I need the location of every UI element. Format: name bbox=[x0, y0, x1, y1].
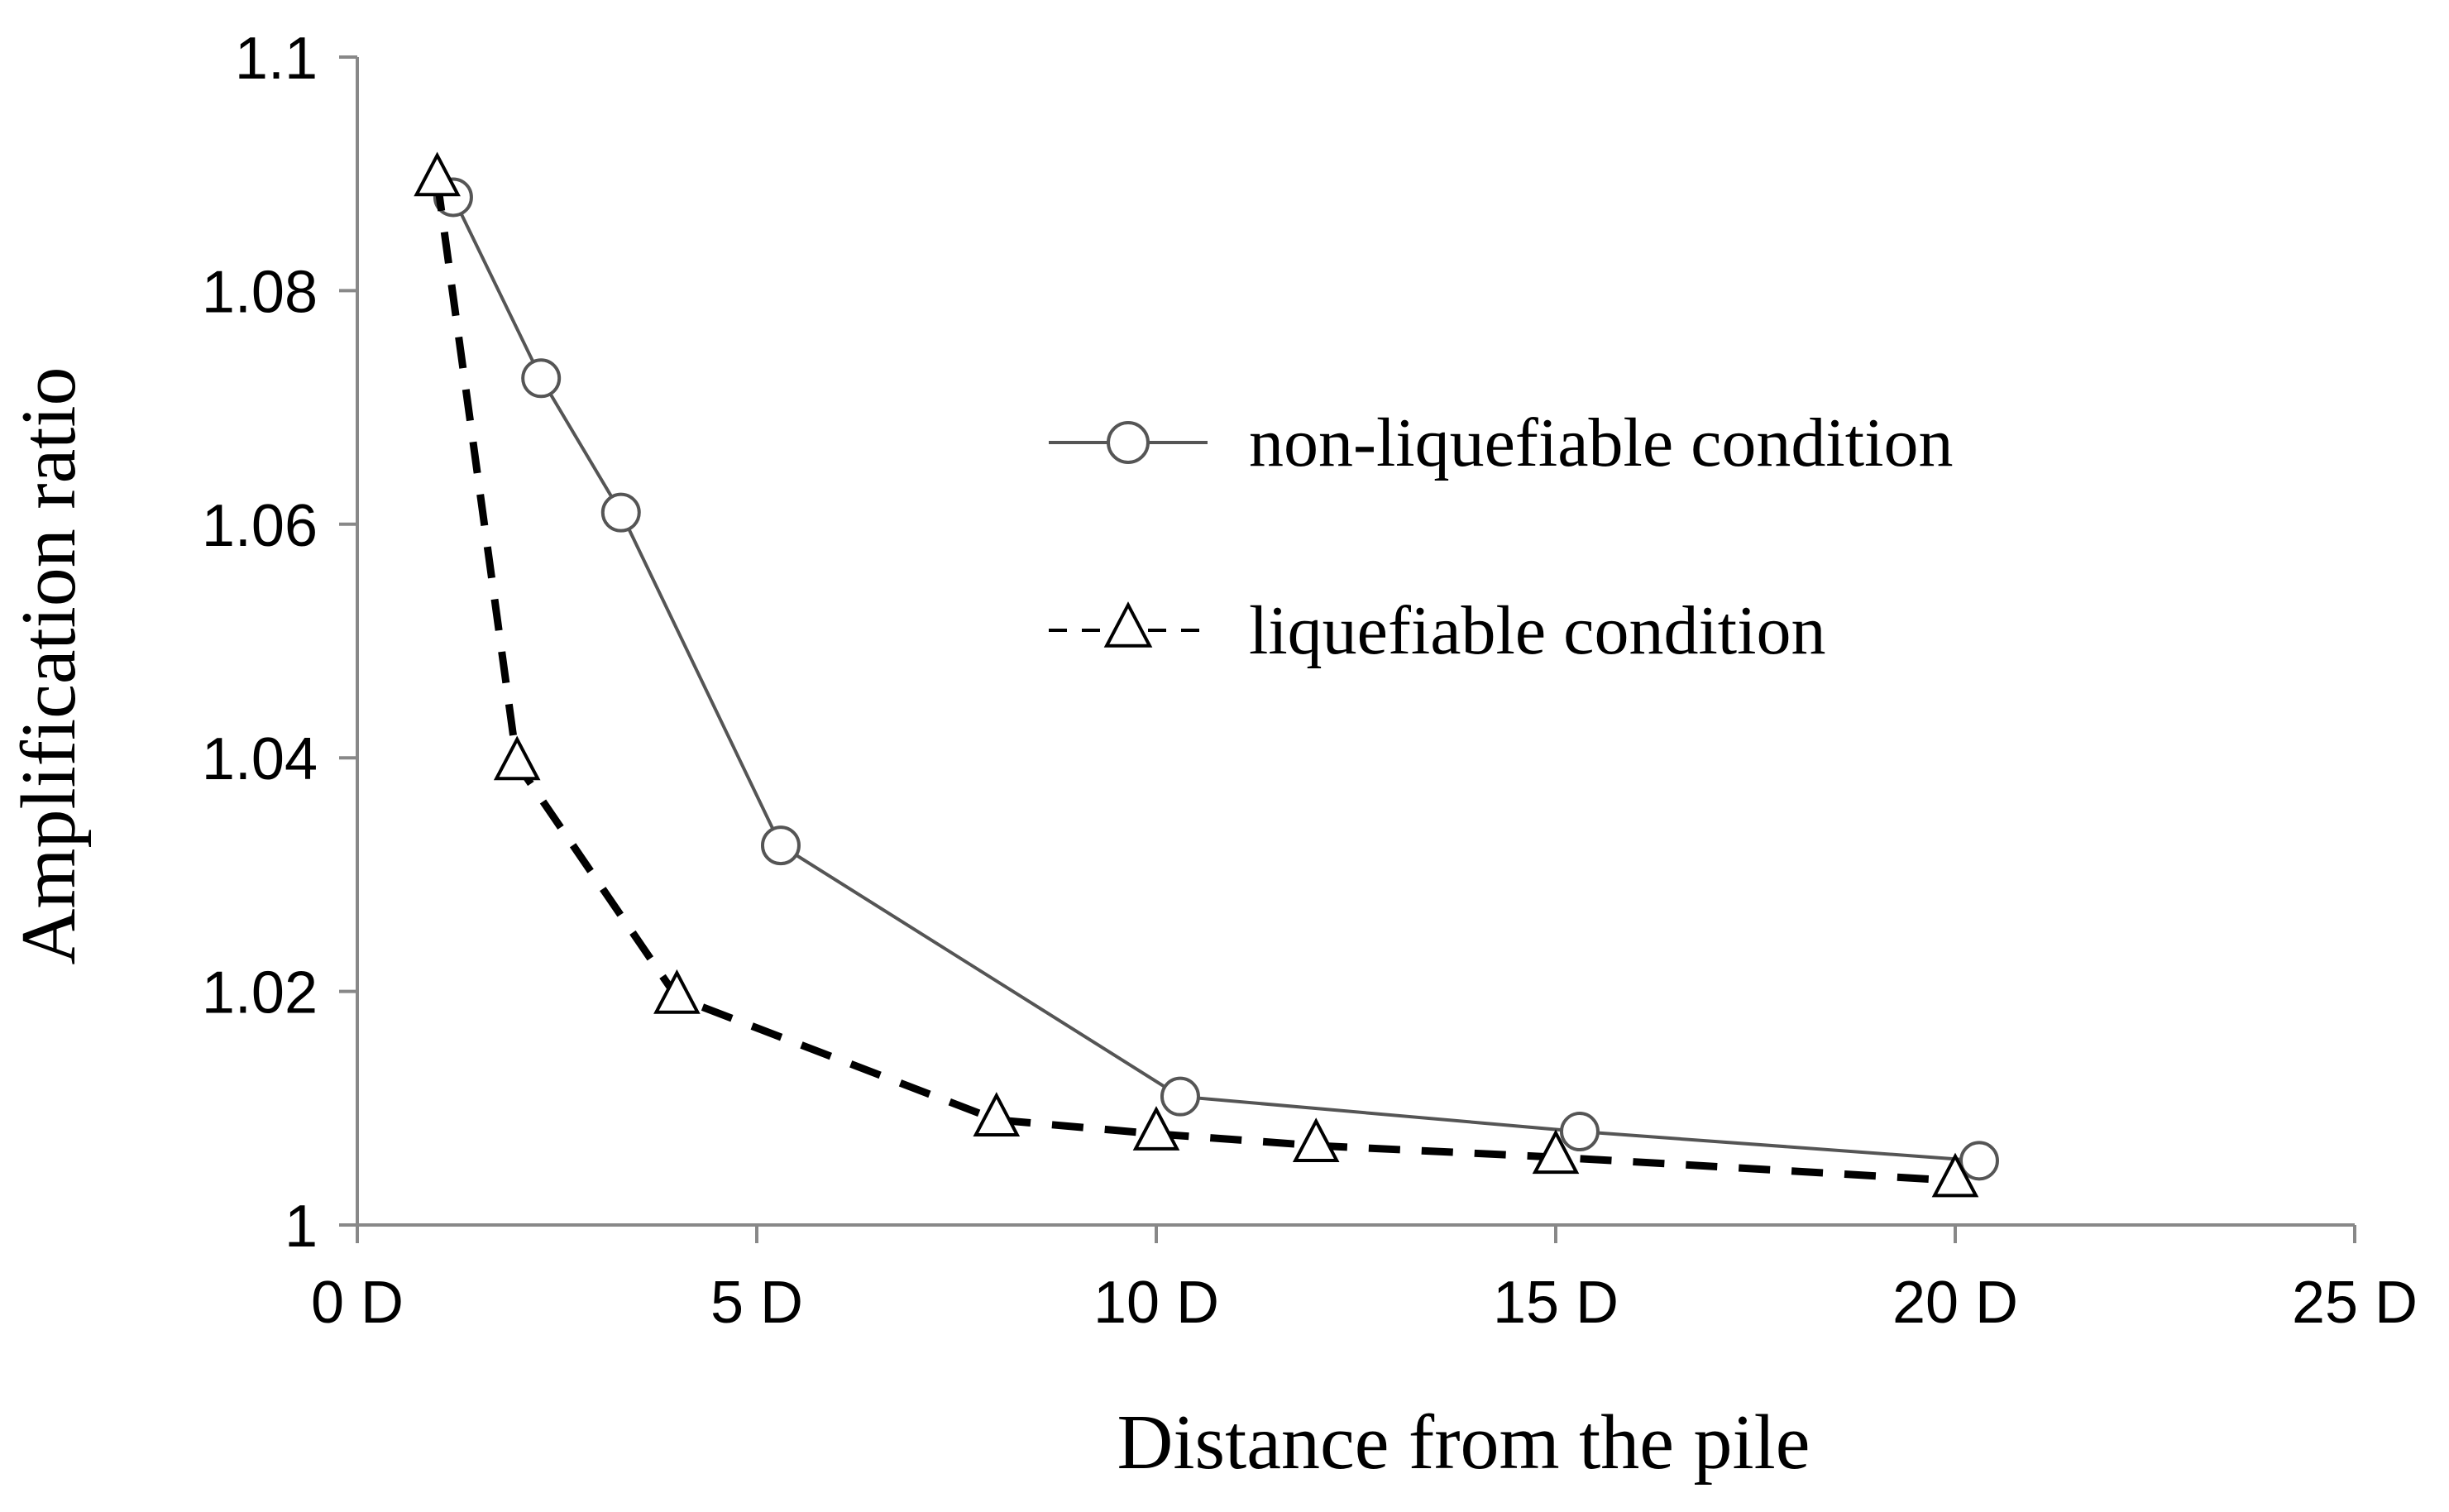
y-tick-label: 1.06 bbox=[202, 493, 318, 559]
y-tick-label: 1 bbox=[285, 1194, 318, 1260]
x-tick-label: 20 D bbox=[1892, 1270, 2018, 1336]
legend-label-non-liquefiable: non-liquefiable condition bbox=[1249, 404, 1953, 481]
x-tick-label: 15 D bbox=[1493, 1270, 1619, 1336]
data-point-triangle bbox=[414, 151, 461, 197]
series-line bbox=[452, 196, 1980, 1163]
data-point-circle bbox=[1160, 1076, 1200, 1117]
legend-marker-triangle-icon bbox=[1103, 601, 1153, 648]
series-layer bbox=[414, 151, 1999, 1198]
data-point-triangle bbox=[1292, 1117, 1340, 1163]
y-tick-label: 1.08 bbox=[202, 259, 318, 325]
data-point-circle bbox=[600, 492, 641, 533]
legend-marker-circle-icon bbox=[1107, 421, 1150, 464]
legend-triangle-shape bbox=[1103, 601, 1153, 648]
data-point-circle bbox=[1559, 1112, 1600, 1152]
data-point-triangle bbox=[493, 735, 541, 781]
series-non-liquefiable bbox=[433, 177, 1999, 1181]
axes bbox=[356, 57, 2355, 1227]
series-liquefiable bbox=[414, 151, 1979, 1198]
y-tick-label: 1.02 bbox=[202, 960, 318, 1026]
data-point-circle bbox=[521, 358, 562, 399]
x-tick-label: 25 D bbox=[2292, 1270, 2418, 1336]
data-point-triangle bbox=[1532, 1129, 1580, 1175]
data-point-circle bbox=[1959, 1141, 1999, 1181]
data-point-triangle bbox=[1132, 1106, 1180, 1151]
series-line bbox=[433, 179, 1956, 1184]
y-tick-label: 1.1 bbox=[235, 26, 318, 92]
y-tick-label: 1.04 bbox=[202, 726, 318, 792]
legend: non-liquefiable condition liquefiable co… bbox=[1049, 404, 1953, 669]
legend-item-liquefiable: liquefiable condition bbox=[1049, 592, 1825, 669]
legend-label-liquefiable: liquefiable condition bbox=[1249, 592, 1825, 669]
y-ticks: 1 1.02 1.04 1.06 1.08 1.1 bbox=[202, 26, 357, 1260]
x-ticks: 0 D 5 D 10 D 15 D 20 D 25 D bbox=[311, 1225, 2418, 1336]
data-point-triangle bbox=[653, 969, 701, 1014]
data-point-triangle bbox=[1931, 1152, 1979, 1198]
x-tick-label: 10 D bbox=[1093, 1270, 1219, 1336]
data-point-circle bbox=[760, 825, 801, 866]
data-point-triangle bbox=[973, 1092, 1021, 1136]
y-axis-title: Amplification ratio bbox=[6, 366, 92, 964]
legend-circle-shape bbox=[1107, 421, 1150, 464]
x-tick-label: 5 D bbox=[710, 1270, 803, 1336]
x-axis-title: Distance from the pile bbox=[1117, 1400, 1810, 1486]
legend-item-non-liquefiable: non-liquefiable condition bbox=[1049, 404, 1953, 481]
x-tick-label: 0 D bbox=[311, 1270, 404, 1336]
